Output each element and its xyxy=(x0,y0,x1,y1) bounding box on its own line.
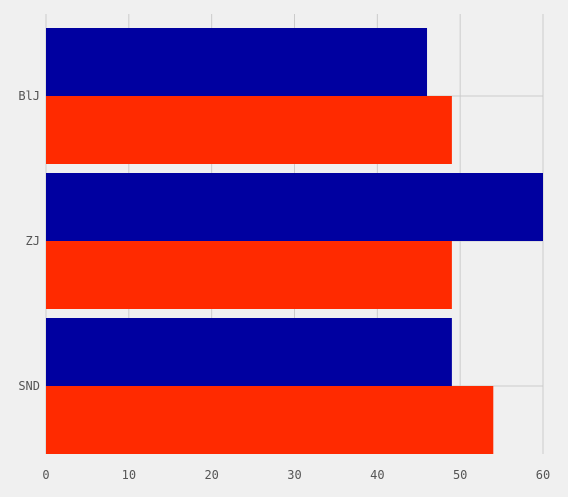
bar xyxy=(46,318,452,386)
bars xyxy=(46,28,543,454)
x-tick-label: 0 xyxy=(42,468,49,482)
y-axis-ticks: BlJ ZJ SND xyxy=(18,89,40,393)
x-tick-label: 30 xyxy=(287,468,301,482)
x-tick-label: 40 xyxy=(370,468,384,482)
x-tick-label: 50 xyxy=(453,468,467,482)
bar xyxy=(46,96,452,164)
y-tick-label: ZJ xyxy=(26,234,40,248)
bar xyxy=(46,173,543,241)
x-tick-label: 10 xyxy=(122,468,136,482)
x-axis-ticks: 0 10 20 30 40 50 60 xyxy=(42,468,550,482)
bar xyxy=(46,28,428,96)
bar xyxy=(46,386,494,454)
y-tick-label: BlJ xyxy=(18,89,40,103)
x-tick-label: 20 xyxy=(204,468,218,482)
bar xyxy=(46,241,452,309)
y-tick-label: SND xyxy=(18,379,40,393)
x-tick-label: 60 xyxy=(536,468,550,482)
